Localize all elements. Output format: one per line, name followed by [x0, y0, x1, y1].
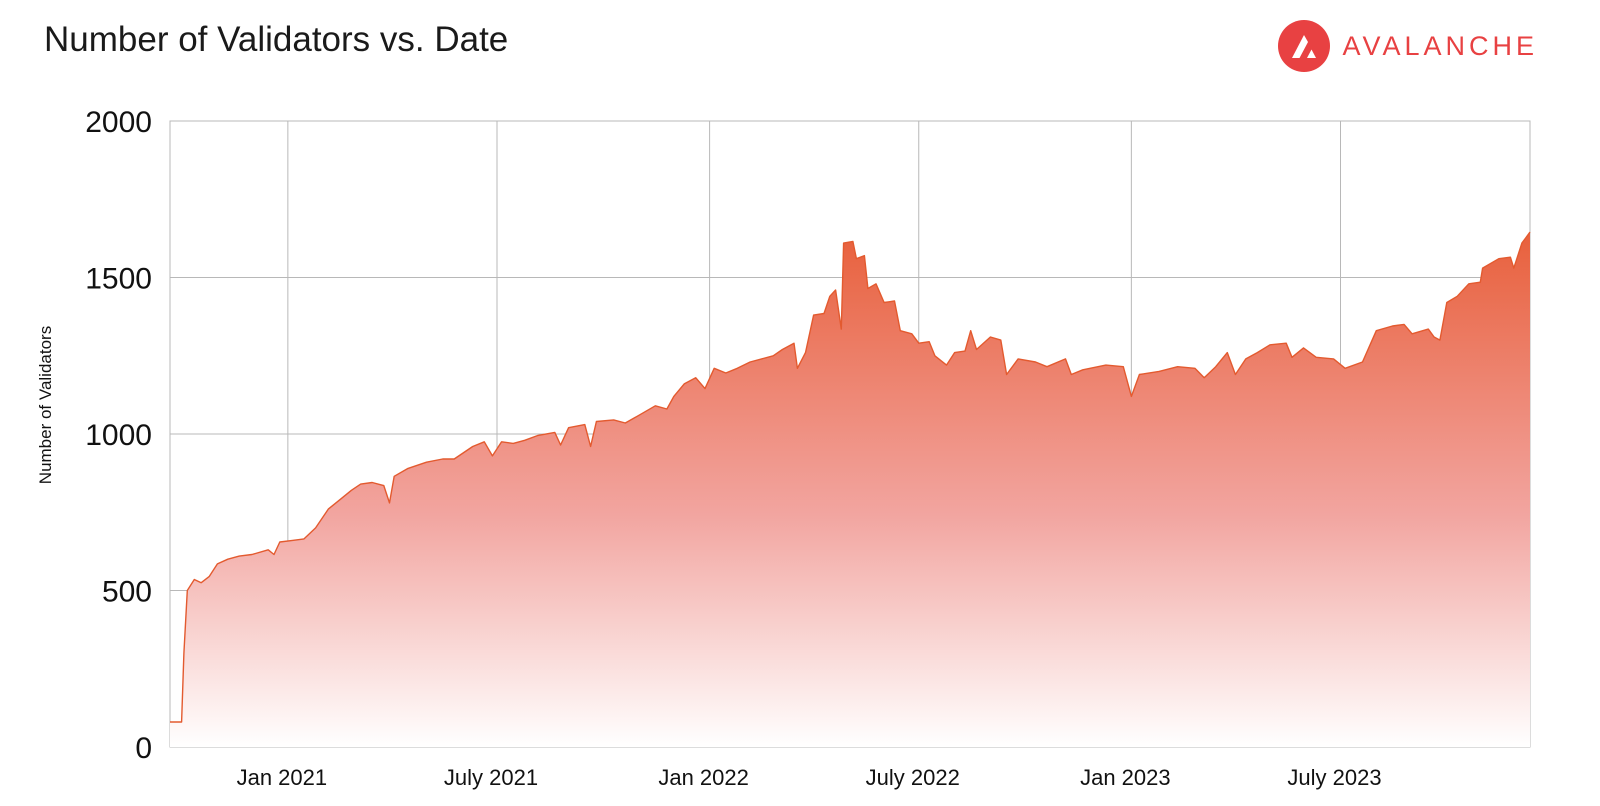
- x-tick-label: Jan 2021: [237, 765, 328, 790]
- y-tick-label: 0: [135, 732, 152, 765]
- x-tick-label: July 2022: [866, 765, 960, 790]
- series-area: [170, 232, 1530, 748]
- x-tick-label: July 2023: [1287, 765, 1381, 790]
- y-tick-label: 1000: [85, 419, 152, 452]
- x-tick-labels: Jan 2021 July 2021 Jan 2022 July 2022 Jan 20…: [237, 765, 1382, 790]
- avalanche-logo: AVALANCHE: [1278, 20, 1538, 72]
- avalanche-logo-icon: [1278, 20, 1331, 72]
- chart-title: Number of Validators vs. Date: [44, 20, 509, 59]
- y-tick-labels: 0 500 1000 1500 2000: [85, 106, 152, 765]
- series-line: [170, 231, 1531, 723]
- series-group: [170, 231, 1531, 748]
- y-tick-label: 500: [102, 576, 152, 609]
- y-tick-label: 1500: [85, 263, 152, 296]
- x-tick-label: Jan 2023: [1080, 765, 1171, 790]
- brand-name: AVALANCHE: [1342, 30, 1538, 61]
- x-tick-label: Jan 2022: [658, 765, 749, 790]
- y-tick-label: 2000: [85, 106, 152, 139]
- x-tick-label: July 2021: [444, 765, 538, 790]
